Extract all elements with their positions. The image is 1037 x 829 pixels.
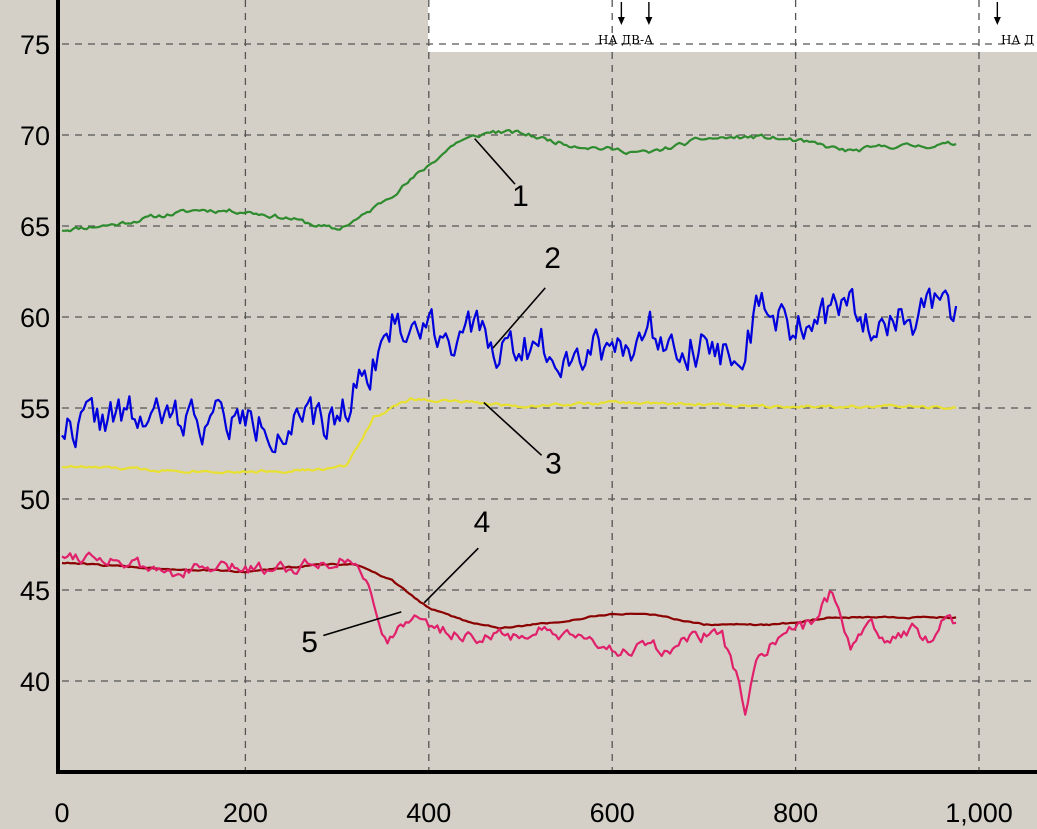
callout-5-leader xyxy=(323,611,402,637)
annotation-label: НА Д xyxy=(1001,33,1034,47)
y-tick-label: 70 xyxy=(20,121,50,151)
callout-2-leader xyxy=(492,287,546,349)
callout-2-label: 2 xyxy=(544,242,561,275)
callout-1-label: 1 xyxy=(512,180,529,213)
y-tick-label: 50 xyxy=(20,485,50,515)
annotations: НА ДВ-А НА Д xyxy=(598,2,1034,47)
series-5-line xyxy=(61,551,957,716)
annotation-label: НА ДВ-А xyxy=(598,33,653,47)
axes xyxy=(56,0,1037,774)
series-3-line xyxy=(61,397,957,475)
series-2-line xyxy=(61,287,958,454)
annotation-arrow-head xyxy=(617,17,625,25)
callout-4-leader xyxy=(423,547,479,604)
callout-3-label: 3 xyxy=(545,448,562,481)
annotation-arrow-head xyxy=(645,17,653,25)
y-tick-label: 65 xyxy=(20,212,50,242)
y-tick-label: 40 xyxy=(20,667,50,697)
y-tick-label: 75 xyxy=(20,30,50,60)
annotation-arrow-head xyxy=(993,17,1001,25)
y-tick-label: 45 xyxy=(20,576,50,606)
callout-4-label: 4 xyxy=(474,506,491,539)
callout-leaders xyxy=(323,138,546,637)
annotation-strip xyxy=(428,0,1037,52)
series-lines xyxy=(61,129,958,716)
callout-3-leader xyxy=(483,401,543,456)
y-tick-label: 55 xyxy=(20,394,50,424)
x-tick-label: 400 xyxy=(406,798,451,828)
x-tick-label: 200 xyxy=(223,798,268,828)
x-tick-label: 1,000 xyxy=(945,798,1013,828)
callout-1-leader xyxy=(474,138,516,185)
callout-5-label: 5 xyxy=(301,626,318,659)
x-tick-label: 0 xyxy=(54,798,69,828)
x-tick-label: 600 xyxy=(590,798,635,828)
y-tick-label: 60 xyxy=(20,303,50,333)
series-1-line xyxy=(61,129,957,233)
x-tick-label: 800 xyxy=(773,798,818,828)
gridlines xyxy=(62,0,1037,772)
